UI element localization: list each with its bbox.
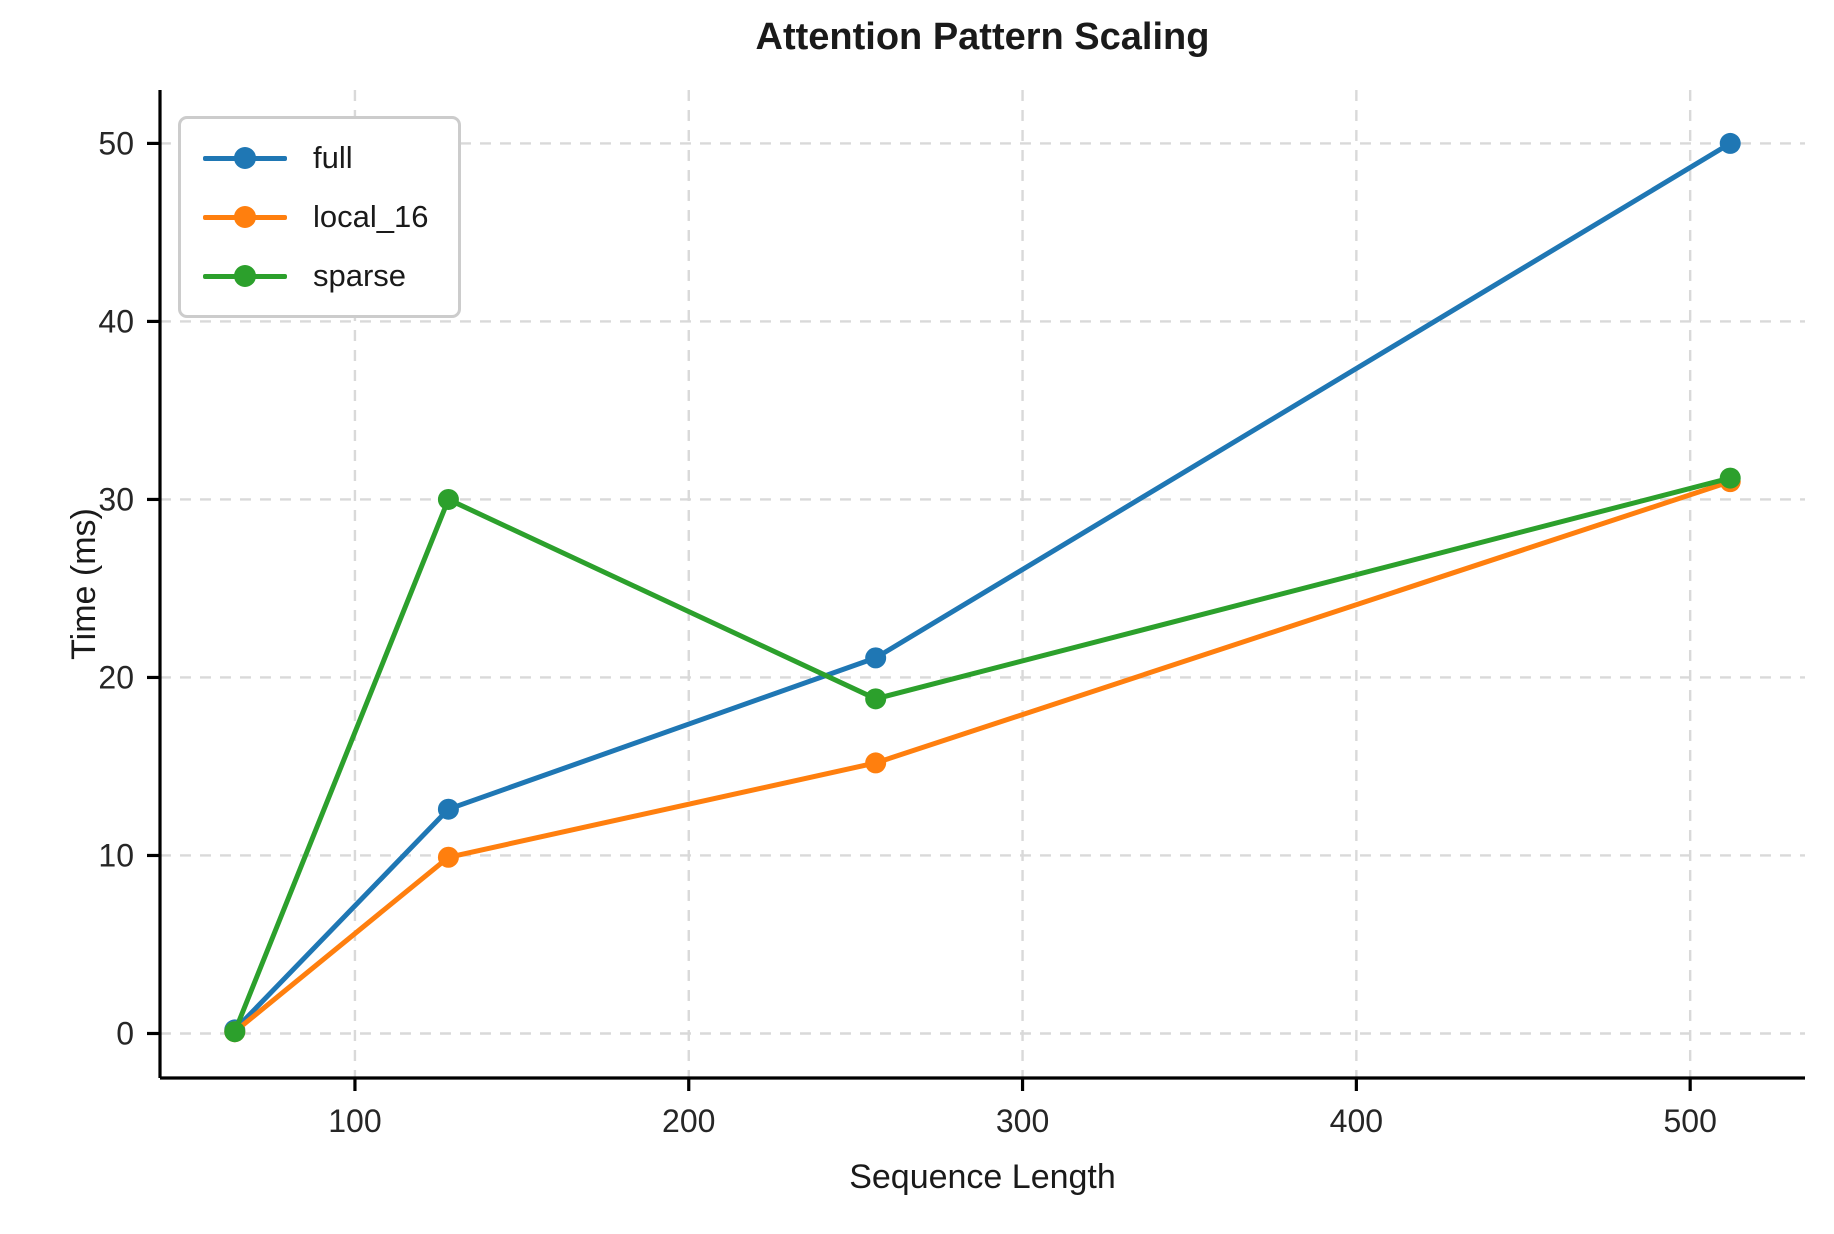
- y-tick-label-50: 50: [98, 125, 134, 161]
- y-tick-label-20: 20: [98, 659, 134, 695]
- marker-sparse-128: [437, 488, 459, 510]
- legend-dot-icon: [234, 147, 256, 169]
- x-axis-label: Sequence Length: [849, 1158, 1116, 1196]
- legend-label-sparse: sparse: [313, 258, 407, 293]
- marker-sparse-256: [865, 688, 887, 710]
- series-line-full: [232, 140, 1733, 1033]
- marker-local_16-256: [865, 752, 887, 774]
- legend-swatch-local_16: [203, 206, 287, 228]
- legend-swatch-sparse: [203, 265, 287, 287]
- marker-full-256: [865, 647, 887, 669]
- series-line-sparse: [232, 475, 1733, 1035]
- y-tick-label-10: 10: [98, 837, 134, 873]
- marker-full-128: [437, 798, 459, 820]
- legend-swatch-full: [203, 147, 287, 169]
- marker-full-512: [1719, 132, 1741, 154]
- x-tick-label-300: 300: [996, 1103, 1049, 1139]
- y-axis-label-text: Time (ms): [64, 508, 103, 660]
- y-tick-label-0: 0: [116, 1015, 134, 1051]
- x-tick-label-100: 100: [328, 1103, 381, 1139]
- legend-item-full: full: [203, 135, 428, 181]
- y-tick-label-30: 30: [98, 481, 134, 517]
- marker-sparse-512: [1719, 467, 1741, 489]
- marker-local_16-128: [437, 846, 459, 868]
- legend-label-full: full: [313, 140, 353, 175]
- legend-label-local_16: local_16: [313, 199, 429, 234]
- series-line-local_16: [232, 479, 1733, 1035]
- legend-dot-icon: [234, 265, 256, 287]
- legend-item-sparse: sparse: [203, 253, 428, 299]
- marker-sparse-64: [224, 1021, 246, 1043]
- x-tick-label-200: 200: [662, 1103, 715, 1139]
- chart-title: Attention Pattern Scaling: [755, 16, 1210, 58]
- y-tick-label-40: 40: [98, 303, 134, 339]
- x-tick-label-400: 400: [1330, 1103, 1383, 1139]
- legend-dot-icon: [234, 206, 256, 228]
- x-tick-label-500: 500: [1663, 1103, 1716, 1139]
- legend-item-local_16: local_16: [203, 194, 428, 240]
